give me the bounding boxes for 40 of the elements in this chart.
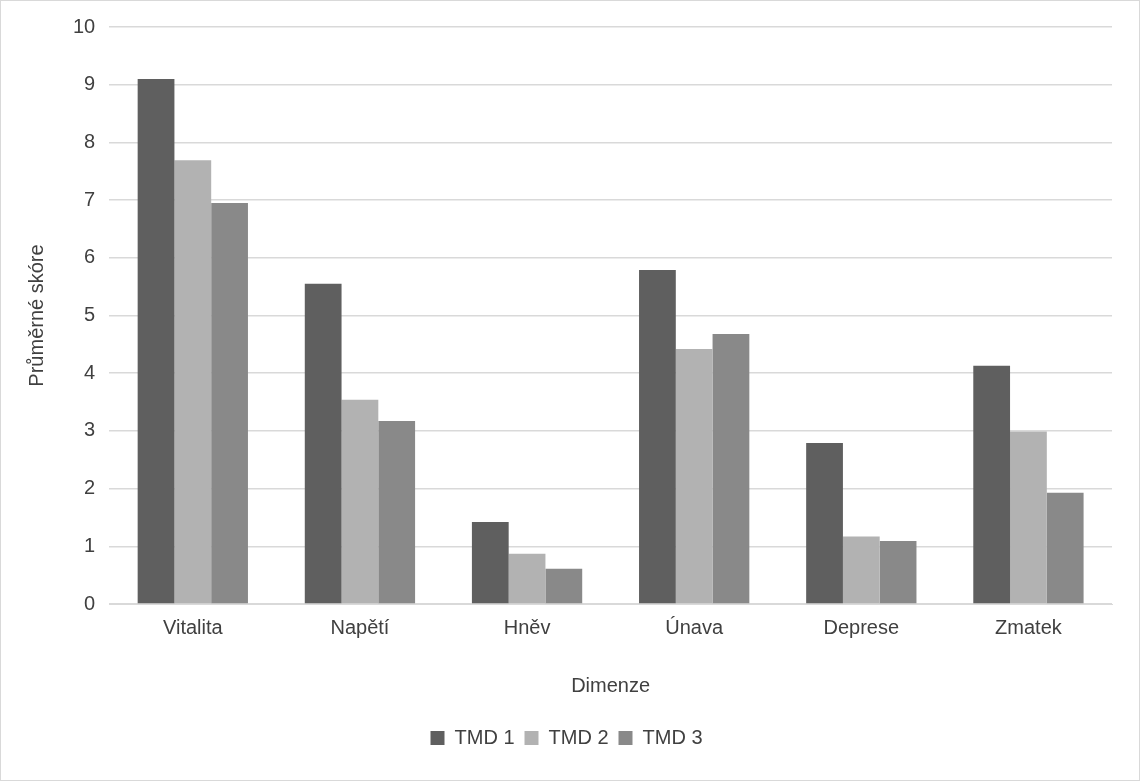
- x-tick-label: Únava: [665, 615, 724, 638]
- y-tick-label: 5: [84, 303, 96, 326]
- bar: [471, 522, 509, 604]
- y-tick-label: 10: [73, 14, 96, 37]
- bar: [806, 443, 843, 604]
- bar: [973, 365, 1011, 604]
- bar: [137, 78, 175, 604]
- x-tick-label: Deprese: [823, 615, 900, 638]
- x-axis-title: Dimenze: [571, 673, 651, 696]
- y-tick-label: 0: [84, 591, 96, 614]
- bar: [639, 269, 676, 604]
- y-tick-label: 8: [84, 129, 96, 152]
- bar: [304, 283, 342, 604]
- y-tick-label: 7: [84, 187, 96, 210]
- x-tick-label: Napětí: [330, 615, 390, 638]
- x-tick-label: Zmatek: [995, 615, 1063, 638]
- y-axis-title: Průměrné skóre: [24, 244, 47, 387]
- bar: [341, 399, 379, 604]
- bar: [879, 541, 917, 604]
- bar: [545, 568, 583, 604]
- legend-label: TMD 3: [642, 725, 703, 748]
- y-tick-label: 3: [84, 418, 96, 441]
- bar: [1010, 431, 1047, 604]
- bar: [842, 536, 880, 604]
- y-tick-label: 6: [84, 245, 96, 268]
- bar: [508, 553, 546, 604]
- bar: [675, 348, 713, 604]
- legend-label: TMD 2: [548, 725, 609, 748]
- bar: [378, 421, 416, 604]
- bar: [712, 333, 750, 604]
- y-tick-label: 9: [84, 72, 96, 95]
- x-tick-label: Hněv: [503, 615, 551, 638]
- legend-label: TMD 1: [454, 725, 515, 748]
- bar: [174, 160, 212, 604]
- bar: [1046, 492, 1084, 604]
- y-tick-label: 1: [84, 533, 96, 556]
- bar: [211, 202, 248, 604]
- x-tick-label: Vitalita: [162, 615, 224, 638]
- y-tick-label: 2: [84, 476, 96, 499]
- y-tick-label: 4: [84, 360, 96, 383]
